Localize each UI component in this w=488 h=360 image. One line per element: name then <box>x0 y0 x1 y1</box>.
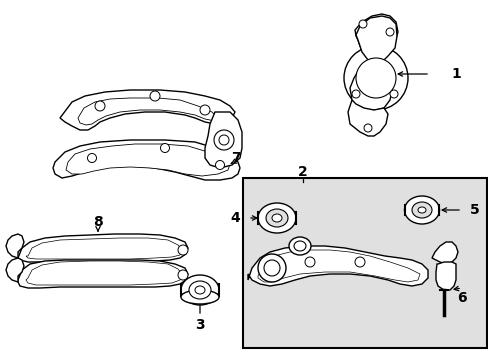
Text: 8: 8 <box>93 215 102 229</box>
Circle shape <box>178 270 187 280</box>
Ellipse shape <box>195 286 204 294</box>
Polygon shape <box>78 98 218 125</box>
Polygon shape <box>18 234 187 262</box>
Circle shape <box>358 20 366 28</box>
Circle shape <box>363 124 371 132</box>
Ellipse shape <box>265 209 287 227</box>
Circle shape <box>160 144 169 153</box>
Text: 7: 7 <box>231 151 240 165</box>
Circle shape <box>343 46 407 110</box>
Polygon shape <box>204 112 242 168</box>
Polygon shape <box>6 258 24 282</box>
Circle shape <box>355 58 395 98</box>
Text: 5: 5 <box>469 203 479 217</box>
Circle shape <box>354 257 364 267</box>
Polygon shape <box>347 100 387 136</box>
Ellipse shape <box>411 202 431 218</box>
Text: 1: 1 <box>450 67 460 81</box>
Circle shape <box>200 105 209 115</box>
Circle shape <box>219 135 228 145</box>
Polygon shape <box>349 16 396 110</box>
Circle shape <box>178 245 187 255</box>
Text: 2: 2 <box>298 165 307 179</box>
Circle shape <box>214 130 234 150</box>
Circle shape <box>215 161 224 170</box>
Circle shape <box>87 153 96 162</box>
Bar <box>243 178 486 348</box>
Circle shape <box>305 257 314 267</box>
Circle shape <box>351 90 359 98</box>
Ellipse shape <box>258 203 295 233</box>
Polygon shape <box>435 262 455 290</box>
Polygon shape <box>26 238 182 259</box>
Ellipse shape <box>293 241 305 251</box>
Circle shape <box>258 254 285 282</box>
Text: 4: 4 <box>230 211 240 225</box>
Polygon shape <box>66 144 229 176</box>
Ellipse shape <box>181 290 219 304</box>
Circle shape <box>389 90 397 98</box>
Polygon shape <box>258 250 419 282</box>
Circle shape <box>264 260 280 276</box>
Ellipse shape <box>181 275 219 305</box>
Polygon shape <box>431 242 457 264</box>
Ellipse shape <box>271 214 282 222</box>
Ellipse shape <box>417 207 425 213</box>
Polygon shape <box>26 261 182 285</box>
Polygon shape <box>18 260 187 288</box>
Polygon shape <box>60 90 235 130</box>
Ellipse shape <box>288 237 310 255</box>
Circle shape <box>385 28 393 36</box>
Text: 3: 3 <box>195 318 204 332</box>
Circle shape <box>95 101 105 111</box>
Circle shape <box>150 91 160 101</box>
Ellipse shape <box>189 281 210 299</box>
Text: 6: 6 <box>456 291 466 305</box>
Polygon shape <box>354 14 397 58</box>
Polygon shape <box>6 234 24 258</box>
Polygon shape <box>53 140 240 180</box>
Polygon shape <box>247 246 427 286</box>
Ellipse shape <box>404 196 439 224</box>
